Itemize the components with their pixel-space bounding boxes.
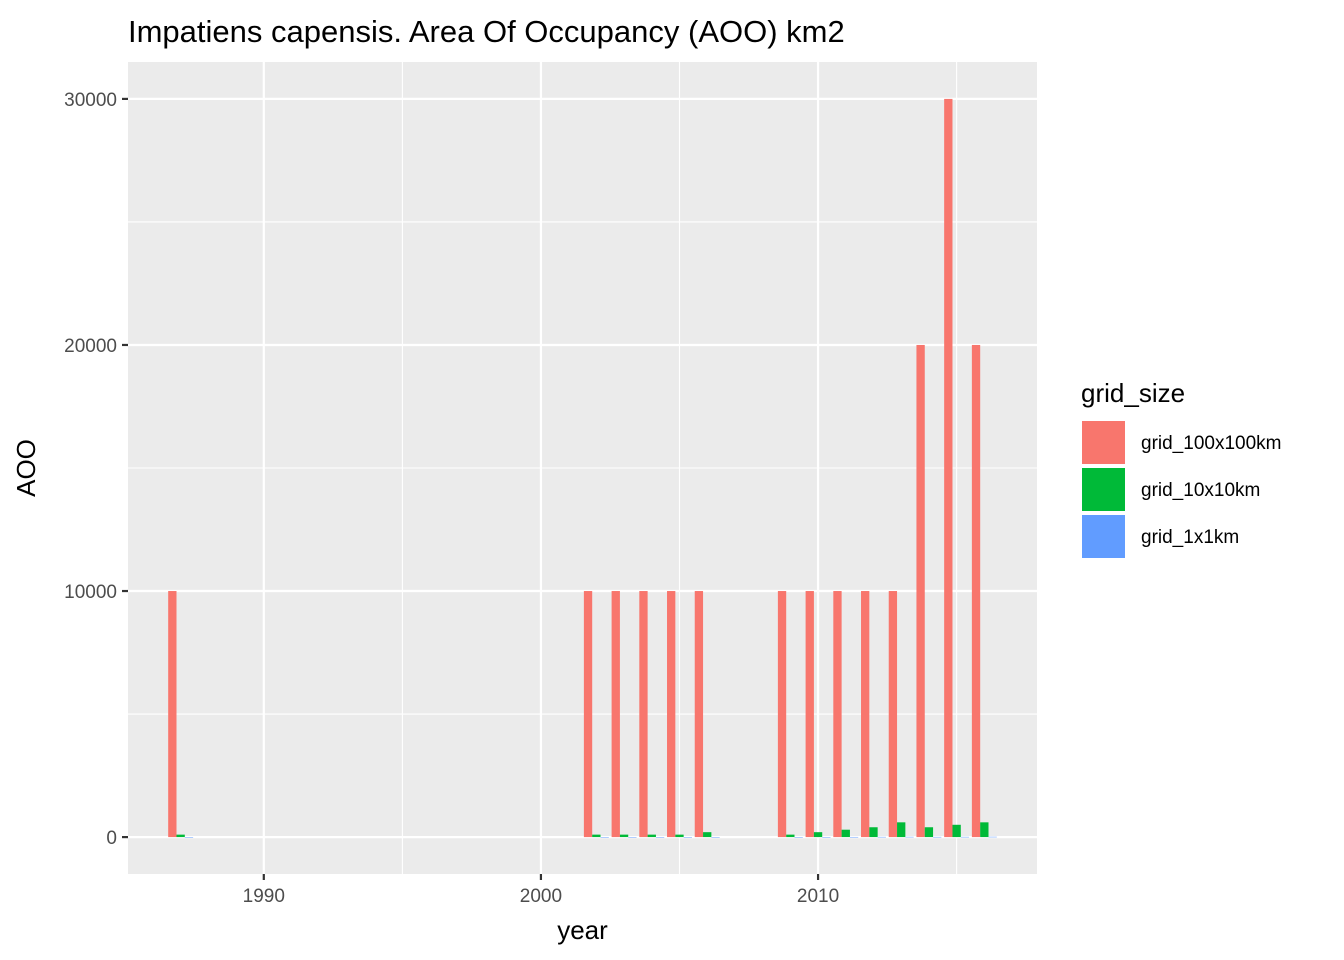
bars bbox=[168, 98, 997, 838]
legend-key-grid_1x1km bbox=[1082, 515, 1125, 558]
bar-grid_1x1km bbox=[905, 836, 914, 838]
bar-grid_100x100km bbox=[694, 591, 704, 838]
bar-grid_10x10km bbox=[703, 832, 712, 838]
x-tick-label: 2010 bbox=[797, 886, 839, 907]
bar-grid_1x1km bbox=[933, 836, 942, 838]
bar-grid_100x100km bbox=[888, 591, 898, 838]
bar-grid_100x100km bbox=[944, 98, 953, 838]
bar-grid_10x10km bbox=[592, 834, 601, 838]
bar-grid_1x1km bbox=[877, 836, 886, 838]
y-tick-label: 30000 bbox=[64, 90, 117, 111]
bar-grid_100x100km bbox=[611, 591, 620, 838]
bar-grid_100x100km bbox=[833, 591, 842, 838]
bar-grid_100x100km bbox=[777, 591, 787, 838]
legend-label: grid_1x1km bbox=[1141, 527, 1239, 548]
y-tick-label: 10000 bbox=[64, 582, 117, 603]
bar-grid_10x10km bbox=[619, 834, 629, 838]
bar-grid_100x100km bbox=[168, 591, 177, 838]
chart-title: Impatiens capensis. Area Of Occupancy (A… bbox=[128, 14, 845, 49]
bar-grid_100x100km bbox=[861, 591, 870, 838]
bar-grid_10x10km bbox=[952, 824, 961, 838]
bar-grid_1x1km bbox=[184, 837, 194, 838]
bar-grid_1x1km bbox=[822, 836, 831, 838]
bar-grid_1x1km bbox=[711, 836, 720, 838]
legend-title: grid_size bbox=[1081, 378, 1185, 408]
bar-grid_1x1km bbox=[988, 836, 997, 838]
bar-grid_1x1km bbox=[600, 837, 609, 838]
bar-grid_1x1km bbox=[849, 836, 859, 838]
x-axis-title: year bbox=[557, 915, 608, 945]
legend-label: grid_10x10km bbox=[1141, 480, 1260, 501]
bar-grid_10x10km bbox=[841, 829, 850, 838]
bar-grid_10x10km bbox=[813, 832, 823, 838]
bar-grid_10x10km bbox=[176, 834, 185, 838]
x-tick-label: 1990 bbox=[243, 886, 285, 907]
bar-grid_100x100km bbox=[916, 344, 925, 838]
legend-label: grid_100x100km bbox=[1141, 433, 1281, 454]
bar-grid_10x10km bbox=[924, 827, 934, 838]
legend-key-grid_100x100km bbox=[1082, 421, 1125, 464]
bar-grid_100x100km bbox=[583, 591, 593, 838]
bar-grid_100x100km bbox=[667, 591, 676, 838]
bar-grid_10x10km bbox=[675, 834, 684, 838]
bar-grid_100x100km bbox=[971, 344, 981, 838]
bar-grid_10x10km bbox=[786, 834, 795, 838]
bar-grid_1x1km bbox=[683, 837, 692, 838]
bar-grid_10x10km bbox=[869, 827, 878, 838]
x-axis: 1990 2000 2010 bbox=[243, 874, 839, 907]
bar-grid_100x100km bbox=[639, 591, 648, 838]
bar-grid_100x100km bbox=[805, 591, 814, 838]
x-tick-label: 2000 bbox=[520, 886, 562, 907]
legend-key-grid_10x10km bbox=[1082, 468, 1125, 511]
legend: grid_size grid_100x100km grid_10x10kmgrid… bbox=[1081, 378, 1281, 558]
bar-grid_1x1km bbox=[628, 837, 637, 838]
y-tick-label: 0 bbox=[106, 828, 117, 849]
bar-grid_1x1km bbox=[794, 837, 803, 838]
bar-grid_1x1km bbox=[960, 836, 970, 838]
y-tick-label: 20000 bbox=[64, 336, 117, 357]
y-axis: 0 10000 20000 30000 bbox=[64, 90, 128, 849]
bar-grid_10x10km bbox=[647, 834, 656, 838]
y-axis-title: AOO bbox=[11, 439, 41, 497]
bar-grid_10x10km bbox=[980, 822, 989, 838]
bar-grid_10x10km bbox=[897, 822, 906, 838]
bar-grid_1x1km bbox=[655, 837, 665, 838]
